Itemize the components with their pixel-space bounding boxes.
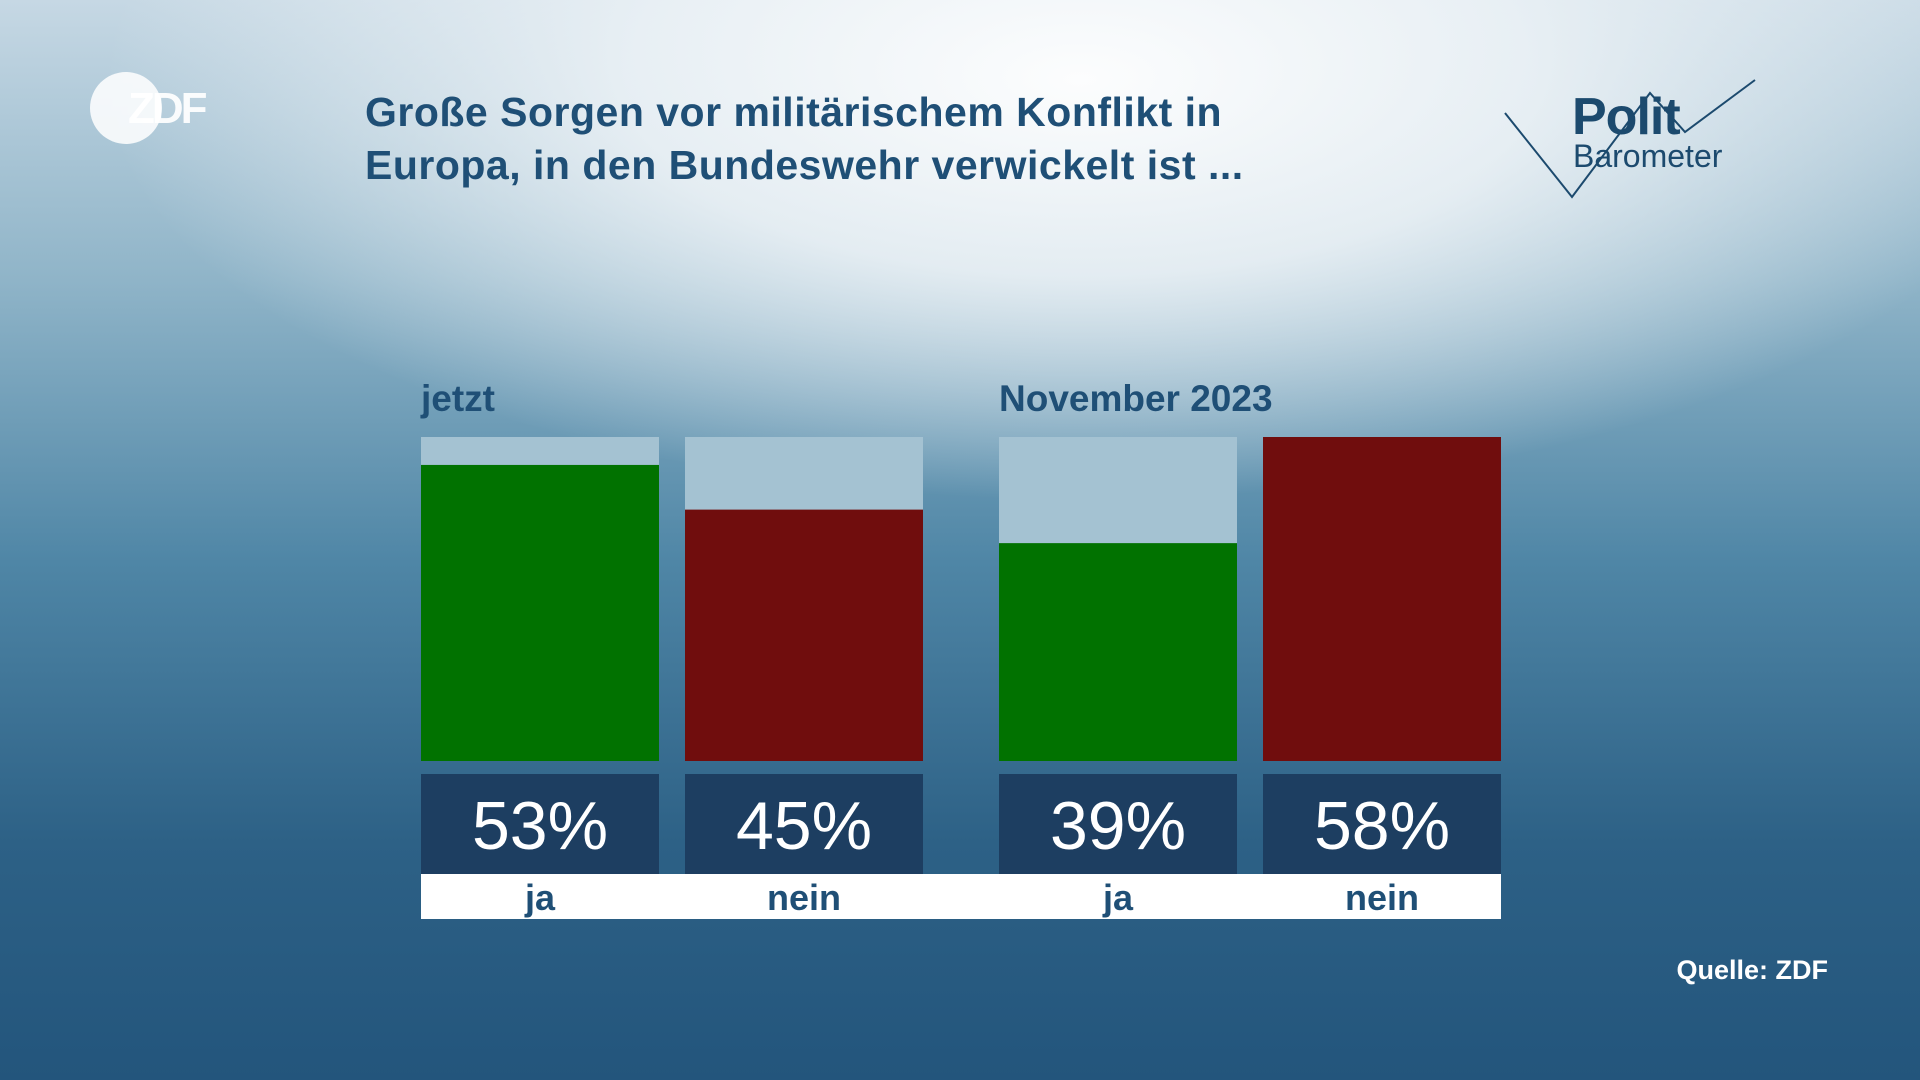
zdf-logo: ZDF [90, 72, 210, 146]
group-label: jetzt [420, 378, 495, 419]
politbarometer-logo-polit: Polit [1572, 88, 1681, 146]
category-label: ja [524, 877, 556, 918]
data-label: 58% [1314, 788, 1450, 864]
data-label: 45% [736, 788, 872, 864]
politbarometer-logo-barometer: Barometer [1573, 138, 1723, 174]
data-label: 53% [472, 788, 608, 864]
category-strip [1263, 874, 1501, 919]
value-box [421, 774, 659, 874]
category-strip-gap [1237, 874, 1263, 919]
category-label: ja [1102, 877, 1134, 918]
category-label: nein [1345, 877, 1419, 918]
politbarometer-logo: Polit Barometer [1500, 75, 1800, 205]
category-strip-gap [923, 874, 999, 919]
bar-ja [421, 464, 659, 761]
group-label: November 2023 [999, 378, 1273, 419]
category-strip-gap [659, 874, 685, 919]
bar-nein [1263, 437, 1501, 761]
bar-ja [999, 543, 1237, 761]
category-strip [421, 874, 659, 919]
chart-title: Große Sorgen vor militärischem Konflikt … [365, 89, 1244, 188]
category-strip [685, 874, 923, 919]
politbarometer-trend-line-icon [1504, 79, 1756, 199]
bar-nein [685, 509, 923, 761]
zdf-logo-circle [90, 72, 162, 144]
source-note: Quelle: ZDF [1676, 955, 1828, 985]
value-box [685, 774, 923, 874]
category-label: nein [767, 877, 841, 918]
data-label: 39% [1050, 788, 1186, 864]
value-box [1263, 774, 1501, 874]
category-strip [999, 874, 1237, 919]
zdf-logo-text: ZDF [128, 84, 208, 133]
value-box [999, 774, 1237, 874]
